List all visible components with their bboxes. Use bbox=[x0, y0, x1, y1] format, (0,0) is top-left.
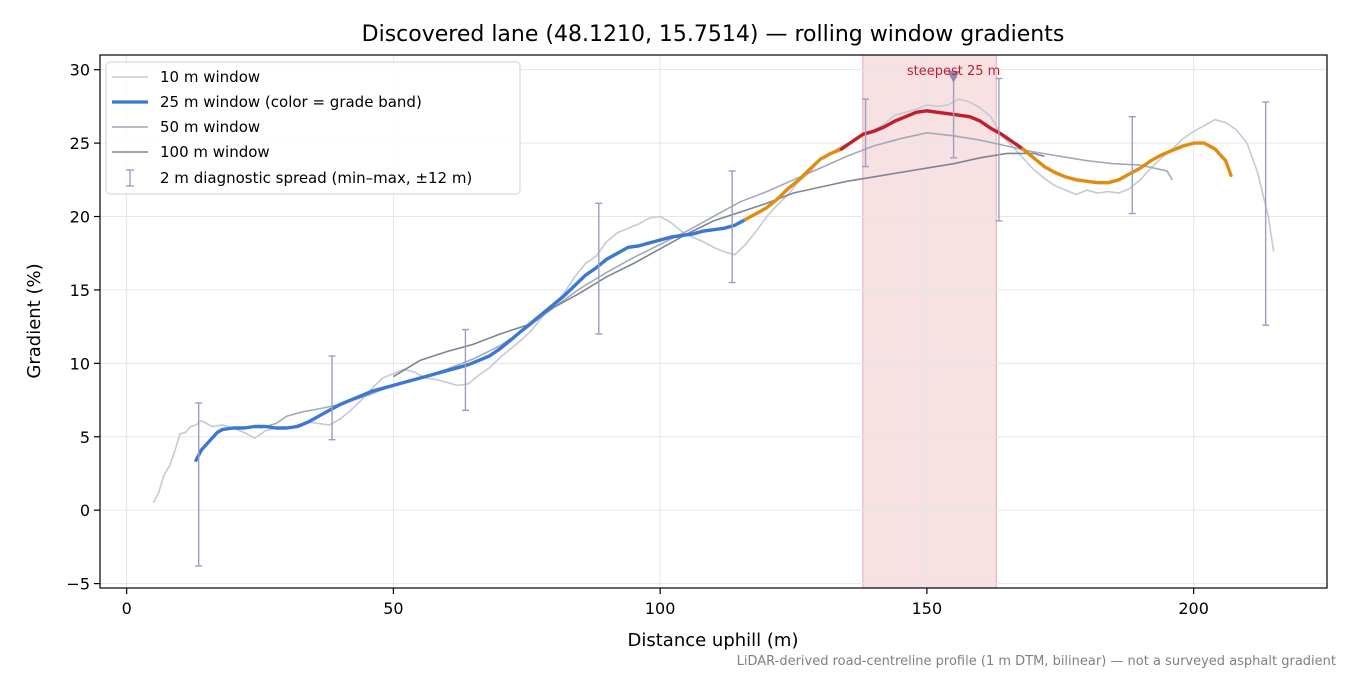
plot-area: steepest 25 m 0 50 100 150 200 −5 0 5 10 15 20 25 30 bbox=[66, 54, 1328, 618]
series-25m-band-1 bbox=[743, 147, 844, 222]
y-axis-label: Gradient (%) bbox=[24, 263, 45, 378]
x-tick-label: 0 bbox=[122, 599, 132, 618]
y-tick-label: 5 bbox=[80, 428, 90, 447]
series-25m-band-0 bbox=[194, 217, 748, 462]
x-tick-label: 150 bbox=[912, 599, 943, 618]
y-tick-label: 20 bbox=[70, 208, 90, 227]
steepest-annotation: steepest 25 m bbox=[907, 64, 1000, 79]
legend-label-10m: 10 m window bbox=[160, 68, 260, 86]
legend-frame bbox=[105, 61, 521, 195]
legend-label-50m: 50 m window bbox=[160, 118, 260, 136]
series-25m-band-3 bbox=[1021, 141, 1233, 185]
x-tick-label: 100 bbox=[645, 599, 676, 618]
legend-label-25m: 25 m window (color = grade band) bbox=[160, 93, 422, 111]
y-tick-label: 30 bbox=[70, 61, 90, 80]
footnote: LiDAR-derived road-centreline profile (1… bbox=[737, 654, 1336, 669]
steepest-region bbox=[862, 54, 997, 589]
legend: 10 m window 25 m window (color = grade b… bbox=[105, 61, 521, 195]
legend-swatch-errorbar bbox=[126, 169, 134, 187]
plot-frame bbox=[99, 54, 1328, 589]
legend-label-100m: 100 m window bbox=[160, 143, 270, 161]
chart-title: Discovered lane (48.1210, 15.7514) — rol… bbox=[362, 22, 1065, 47]
legend-label-errorbar: 2 m diagnostic spread (min–max, ±12 m) bbox=[160, 169, 472, 187]
x-tick-label: 50 bbox=[383, 599, 403, 618]
series-50m-line bbox=[259, 131, 1173, 429]
x-tick-label: 200 bbox=[1178, 599, 1209, 618]
x-axis-label: Distance uphill (m) bbox=[628, 630, 799, 651]
series-100m-line bbox=[392, 152, 1045, 378]
steepest-marker bbox=[947, 71, 960, 84]
y-tick-label: 25 bbox=[70, 134, 90, 153]
series-25m-band-2 bbox=[839, 109, 1025, 151]
y-tick-label: 15 bbox=[70, 281, 90, 300]
y-tick-label: −5 bbox=[66, 575, 90, 594]
y-tick-label: 0 bbox=[80, 501, 90, 520]
y-tick-label: 10 bbox=[70, 354, 90, 373]
